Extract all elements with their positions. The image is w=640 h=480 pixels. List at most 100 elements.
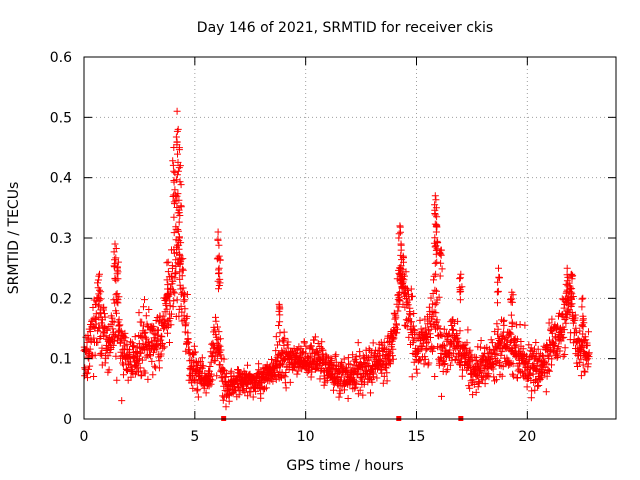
data-point — [84, 374, 91, 382]
data-point — [516, 321, 524, 328]
data-point — [105, 366, 113, 374]
data-point — [433, 213, 441, 221]
data-point — [214, 236, 222, 244]
data-point — [135, 368, 142, 376]
data-point — [176, 162, 184, 170]
data-point — [149, 371, 157, 379]
data-point — [563, 314, 571, 322]
x-tick-label: 0 — [80, 429, 89, 445]
data-point — [569, 293, 577, 300]
data-point — [527, 344, 535, 352]
data-point — [150, 330, 158, 338]
data-point — [481, 380, 489, 388]
data-point — [172, 269, 180, 277]
data-point — [146, 351, 154, 358]
data-point — [433, 287, 440, 295]
y-tick-label: 0.1 — [50, 352, 72, 368]
data-point — [578, 322, 586, 330]
data-point — [177, 181, 185, 189]
data-point — [454, 317, 462, 325]
data-point — [286, 378, 294, 386]
data-point — [96, 286, 103, 294]
data-point — [432, 228, 440, 236]
data-point — [529, 370, 537, 378]
data-point — [206, 363, 214, 370]
data-point — [145, 306, 153, 313]
data-point — [417, 356, 425, 364]
data-point — [163, 293, 171, 301]
data-point — [138, 334, 146, 342]
data-point — [420, 360, 428, 368]
data-point — [463, 339, 471, 347]
data-point — [494, 330, 501, 338]
data-point — [170, 229, 178, 237]
data-point — [183, 312, 191, 320]
data-point — [122, 334, 130, 342]
data-point — [424, 338, 432, 346]
data-point — [276, 329, 284, 337]
data-point — [466, 384, 474, 392]
data-point — [126, 346, 133, 354]
data-point — [399, 252, 407, 260]
data-point — [435, 293, 443, 301]
data-point — [148, 357, 156, 365]
data-point — [397, 240, 405, 248]
data-point — [166, 339, 173, 346]
data-point — [509, 370, 517, 378]
data-point — [578, 295, 586, 303]
grid-lines — [84, 57, 616, 419]
data-point — [431, 192, 439, 200]
data-point — [440, 325, 448, 333]
data-point — [202, 389, 210, 397]
data-point — [173, 296, 181, 304]
data-point — [170, 213, 178, 221]
data-point — [576, 327, 584, 335]
data-point — [138, 356, 146, 364]
data-point — [340, 355, 348, 363]
data-point — [437, 246, 445, 254]
x-axis-label: GPS time / hours — [286, 458, 403, 474]
data-point — [212, 317, 220, 325]
data-point — [244, 361, 251, 369]
data-point — [179, 284, 187, 292]
data-point — [494, 288, 502, 296]
data-point — [562, 280, 570, 288]
data-point — [341, 386, 348, 394]
data-point — [99, 328, 107, 336]
data-point — [127, 338, 134, 346]
data-point — [307, 373, 315, 381]
data-point — [456, 327, 464, 335]
data-point — [429, 313, 437, 321]
data-point — [129, 343, 136, 351]
data-point — [151, 362, 159, 370]
data-point — [163, 259, 171, 267]
data-point — [535, 382, 543, 389]
data-point — [161, 316, 169, 324]
data-point — [215, 285, 222, 293]
data-point — [101, 313, 109, 321]
data-point — [177, 239, 185, 247]
data-point — [164, 268, 172, 276]
data-point — [568, 270, 576, 278]
data-point — [330, 386, 337, 394]
data-point — [577, 372, 585, 380]
data-point — [170, 198, 178, 206]
data-point — [567, 301, 575, 309]
data-point — [563, 264, 571, 272]
data-point — [211, 356, 219, 364]
data-point — [579, 294, 587, 302]
data-point — [423, 345, 431, 352]
data-point — [157, 336, 165, 344]
data-point — [164, 281, 172, 289]
data-point — [527, 394, 535, 402]
data-point — [512, 341, 520, 349]
data-point — [181, 296, 189, 304]
data-point — [157, 350, 165, 358]
data-point — [97, 306, 105, 314]
data-point — [275, 300, 283, 308]
data-point — [172, 262, 180, 270]
data-point — [492, 376, 500, 384]
data-point — [402, 322, 409, 330]
data-point — [140, 329, 148, 337]
data-point — [131, 363, 139, 371]
